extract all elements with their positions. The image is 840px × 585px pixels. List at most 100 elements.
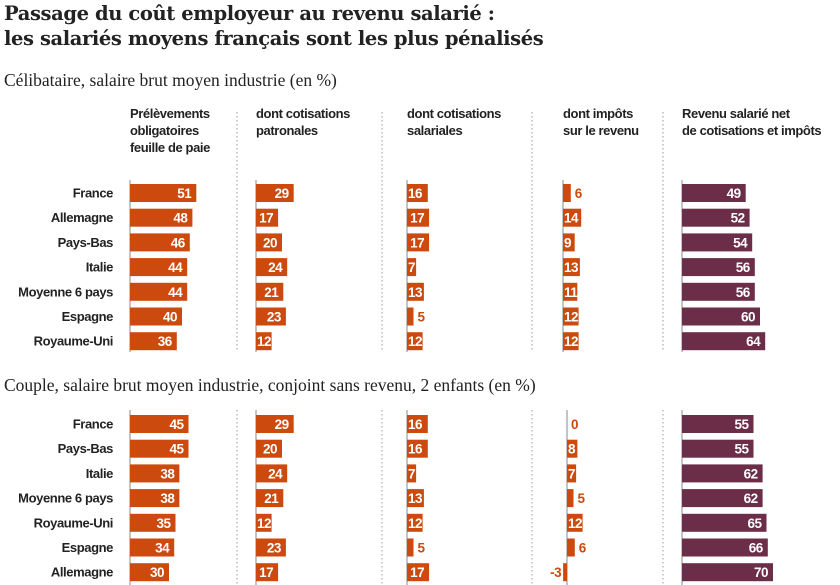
bar bbox=[130, 538, 175, 557]
data-label: 66 bbox=[749, 541, 764, 556]
data-label: 52 bbox=[731, 211, 745, 226]
data-label: 30 bbox=[150, 565, 164, 580]
bar bbox=[130, 184, 197, 202]
data-label: 5 bbox=[418, 310, 426, 325]
bar bbox=[567, 464, 577, 483]
data-label: 56 bbox=[736, 285, 751, 300]
column-header: Revenu salarié net bbox=[682, 106, 791, 121]
bar bbox=[256, 439, 282, 458]
data-label: 46 bbox=[171, 235, 186, 250]
category-label: Allemagne bbox=[51, 565, 113, 580]
data-label: 51 bbox=[177, 186, 192, 201]
bar bbox=[407, 489, 424, 508]
data-label: 44 bbox=[168, 285, 183, 300]
data-label: 7 bbox=[408, 260, 415, 275]
bar bbox=[130, 563, 169, 582]
data-label: 70 bbox=[754, 565, 768, 580]
category-label: Pays-Bas bbox=[58, 441, 114, 456]
bar bbox=[130, 282, 188, 301]
bar bbox=[407, 563, 430, 582]
data-label: 24 bbox=[268, 260, 283, 275]
data-label: 65 bbox=[747, 516, 762, 531]
bar bbox=[407, 415, 428, 433]
data-label: 21 bbox=[264, 285, 279, 300]
data-label: 6 bbox=[579, 541, 587, 556]
bar bbox=[682, 208, 750, 227]
bar bbox=[130, 332, 177, 351]
bar bbox=[407, 233, 430, 252]
bar bbox=[256, 307, 286, 326]
category-label: Moyenne 6 pays bbox=[18, 284, 113, 299]
data-label: 20 bbox=[263, 442, 277, 457]
chart-title-line2: les salariés moyens français sont les pl… bbox=[4, 27, 544, 50]
bar bbox=[256, 513, 272, 532]
bar bbox=[407, 464, 417, 483]
bar bbox=[256, 538, 286, 557]
bar bbox=[130, 415, 189, 433]
data-label: 12 bbox=[408, 516, 422, 531]
bar bbox=[130, 439, 189, 458]
panel1-subtitle: Célibataire, salaire brut moyen industri… bbox=[4, 70, 337, 90]
category-label: Royaume-Uni bbox=[34, 334, 113, 349]
data-label: 20 bbox=[263, 235, 277, 250]
data-label: 23 bbox=[267, 541, 282, 556]
data-label: 16 bbox=[408, 417, 423, 432]
data-label: 29 bbox=[275, 186, 289, 201]
bar bbox=[682, 563, 773, 582]
bar bbox=[130, 464, 180, 483]
bar bbox=[130, 489, 180, 508]
bar bbox=[407, 208, 430, 227]
category-label: Espagne bbox=[62, 309, 114, 324]
data-label: 12 bbox=[568, 516, 582, 531]
bar bbox=[256, 332, 272, 351]
category-label: Moyenne 6 pays bbox=[18, 491, 113, 506]
category-label: Italie bbox=[86, 466, 113, 481]
bar bbox=[682, 332, 766, 351]
data-label: 35 bbox=[156, 516, 171, 531]
bar bbox=[256, 464, 288, 483]
data-label: 5 bbox=[418, 541, 426, 556]
bar bbox=[682, 513, 767, 532]
data-label: 55 bbox=[734, 442, 749, 457]
bar bbox=[567, 439, 578, 458]
data-label: 12 bbox=[564, 310, 578, 325]
bar bbox=[682, 258, 755, 277]
data-label: 60 bbox=[741, 310, 755, 325]
bar bbox=[256, 184, 294, 202]
column-header: dont cotisations bbox=[256, 106, 350, 121]
bar bbox=[256, 282, 284, 301]
column-header: salariales bbox=[407, 123, 462, 138]
column-header: Prélèvements bbox=[130, 106, 210, 121]
data-label: 12 bbox=[564, 334, 578, 349]
data-label: 49 bbox=[727, 186, 741, 201]
bar bbox=[682, 489, 763, 508]
category-label: Pays-Bas bbox=[58, 235, 114, 250]
data-label: 17 bbox=[410, 565, 424, 580]
bar bbox=[563, 307, 579, 326]
data-label: 12 bbox=[257, 334, 271, 349]
bar bbox=[563, 184, 571, 202]
bar bbox=[256, 489, 284, 508]
data-label: 23 bbox=[267, 310, 282, 325]
data-label: 64 bbox=[746, 334, 761, 349]
column-header: obligatoires bbox=[130, 123, 199, 138]
data-label: 7 bbox=[408, 466, 415, 481]
data-label: 40 bbox=[163, 310, 177, 325]
bar bbox=[682, 538, 768, 557]
bar bbox=[407, 258, 417, 277]
data-label: 62 bbox=[744, 466, 758, 481]
data-label: 12 bbox=[408, 334, 422, 349]
data-label: 11 bbox=[564, 285, 578, 300]
bar bbox=[130, 258, 188, 277]
category-label: Royaume-Uni bbox=[34, 515, 113, 530]
bar bbox=[407, 332, 423, 351]
data-label: 62 bbox=[744, 491, 758, 506]
data-label: 17 bbox=[410, 211, 424, 226]
data-label: 24 bbox=[268, 466, 283, 481]
data-label: 36 bbox=[158, 334, 173, 349]
data-label: 16 bbox=[408, 442, 423, 457]
bar bbox=[130, 307, 182, 326]
data-label: 54 bbox=[733, 235, 748, 250]
